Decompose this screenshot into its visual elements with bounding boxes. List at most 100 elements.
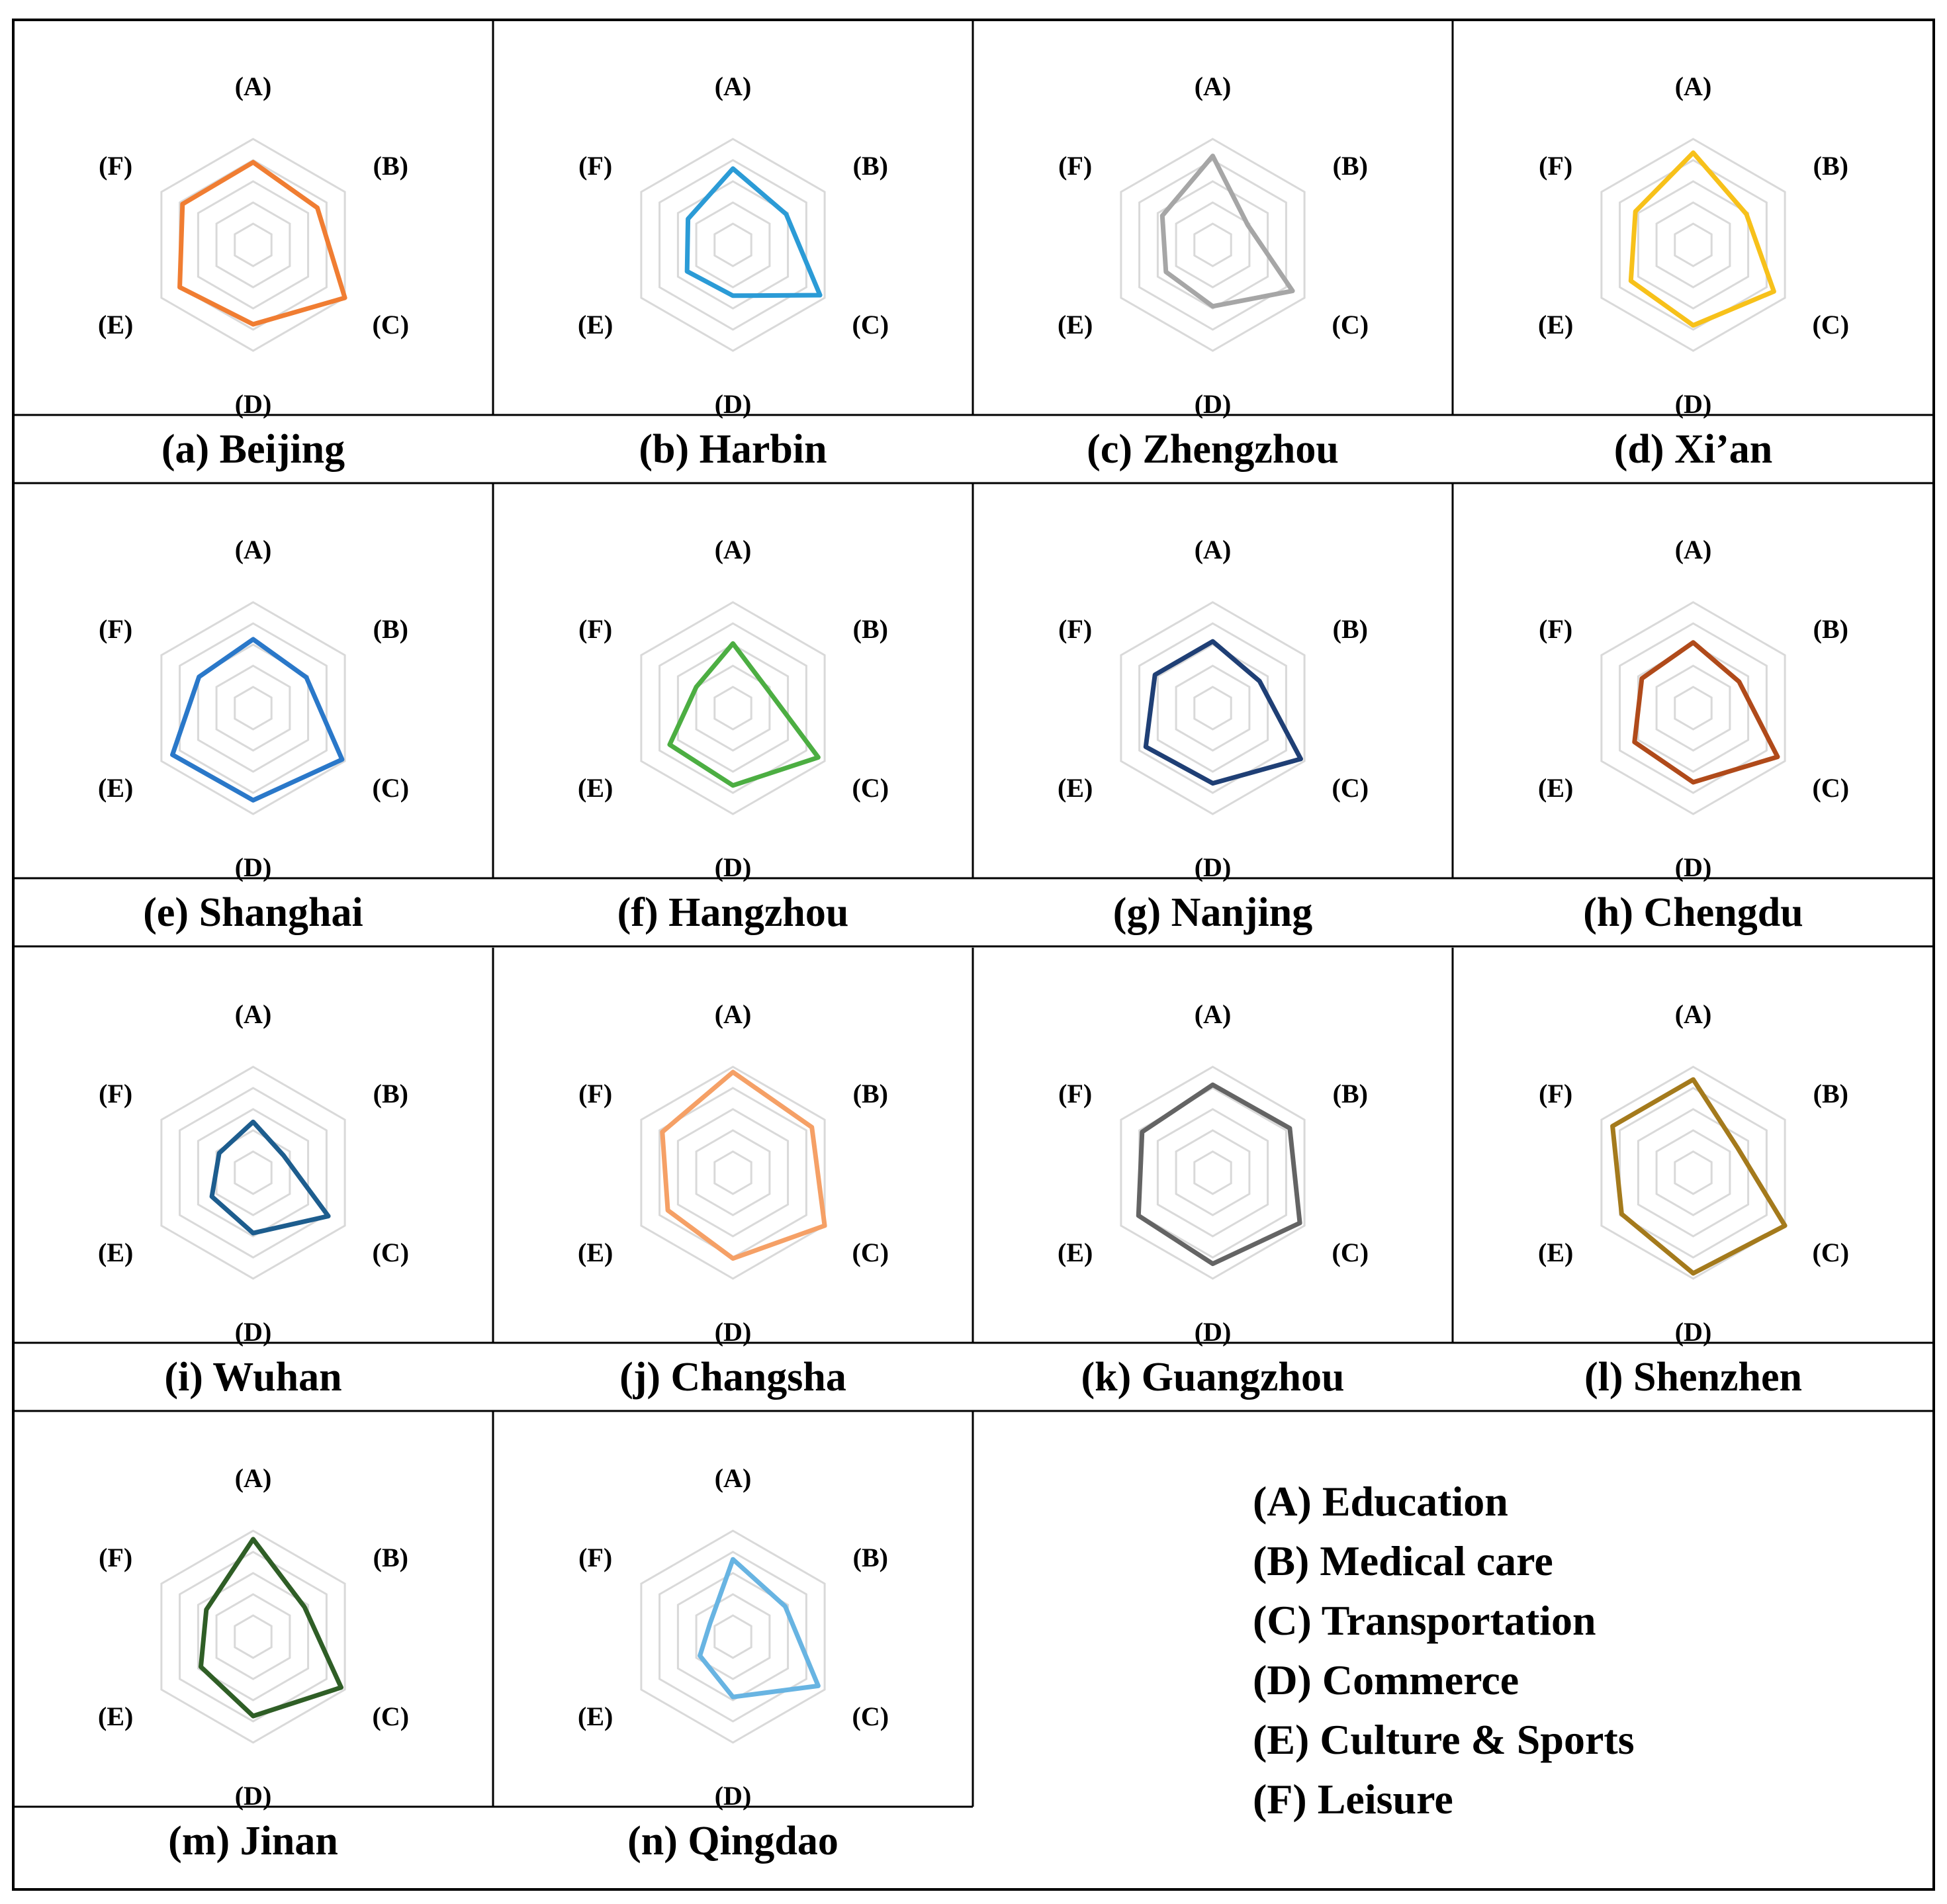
axis-label: (F) — [99, 1079, 132, 1109]
grid-ring — [179, 1087, 328, 1259]
radar-panel-changsha: (A) (B) (C) (D) (E) (F) (j) Changsha — [578, 999, 889, 1400]
axis-label: (A) — [1675, 999, 1712, 1029]
grid-ring — [234, 686, 273, 731]
axis-label: (C) — [373, 310, 410, 340]
radar-panel-jinan: (A) (B) (C) (D) (E) (F) (m) Jinan — [98, 1463, 409, 1864]
axis-label: (B) — [373, 614, 408, 644]
series-line-changsha — [660, 1069, 827, 1261]
axis-label: (A) — [235, 71, 272, 101]
panel-title: (e) Shanghai — [143, 890, 363, 935]
legend-item: (F) Leisure — [1253, 1776, 1453, 1823]
grid-ring — [1175, 664, 1251, 752]
axis-label: (A) — [1195, 71, 1232, 101]
series-line-zhengzhou — [1159, 154, 1295, 309]
axis-label: (B) — [853, 614, 888, 644]
axis-label: (E) — [578, 310, 613, 340]
axis-label: (A) — [715, 71, 752, 101]
axis-label: (A) — [235, 535, 272, 565]
panel-title: (a) Beijing — [161, 427, 345, 472]
panel-title: (l) Shenzhen — [1584, 1355, 1802, 1400]
axis-label: (E) — [98, 1701, 133, 1731]
grid-ring — [1156, 643, 1269, 773]
grid-ring — [160, 1529, 346, 1744]
axis-label: (C) — [852, 310, 889, 340]
axis-label: (A) — [1675, 535, 1712, 565]
axis-label: (F) — [1058, 614, 1092, 644]
grid-ring — [1193, 222, 1232, 267]
axis-label: (D) — [715, 1317, 752, 1347]
grid-ring — [1655, 664, 1731, 752]
grid-ring — [234, 1150, 273, 1195]
axis-label: (F) — [99, 1543, 132, 1572]
axis-label: (C) — [852, 1238, 889, 1267]
axis-label: (E) — [1538, 1238, 1573, 1267]
axis-label: (E) — [1538, 310, 1573, 340]
grid-ring — [1619, 622, 1768, 794]
panel-title: (j) Changsha — [619, 1355, 846, 1400]
panel-title: (b) Harbin — [639, 427, 827, 472]
grid-ring — [1600, 601, 1786, 815]
grid-ring — [215, 1593, 291, 1680]
grid-ring — [1156, 1108, 1269, 1238]
grid-ring — [1120, 601, 1306, 815]
radar-panel-chengdu: (A) (B) (C) (D) (E) (F) (h) Chengdu — [1538, 535, 1849, 935]
axis-label: (D) — [715, 389, 752, 419]
grid-ring — [1619, 1087, 1768, 1259]
grid-ring — [197, 1108, 310, 1238]
axis-label: (A) — [1195, 535, 1232, 565]
legend-item: (E) Culture & Sports — [1253, 1716, 1635, 1763]
grid-ring — [160, 601, 346, 815]
axis-label: (A) — [235, 1463, 272, 1493]
series-line-hangzhou — [667, 641, 821, 788]
panel-grid-frame — [12, 19, 1935, 1891]
axis-label: (F) — [1539, 614, 1572, 644]
grid-ring — [658, 1551, 807, 1723]
axis-label: (D) — [235, 852, 272, 882]
series-line-jinan — [199, 1537, 343, 1719]
radar-panels: (A) (B) (C) (D) (E) (F) (a) Beijing (A) (B) (C) (D… — [98, 71, 1849, 1864]
axis-label: (B) — [853, 1079, 888, 1109]
axis-label: (B) — [373, 151, 408, 181]
radar-panel-guangzhou: (A) (B) (C) (D) (E) (F) (k) Guangzhou — [1058, 999, 1369, 1400]
series-line-beijing — [177, 159, 347, 327]
grid-ring — [215, 1129, 291, 1216]
axis-label: (A) — [715, 1463, 752, 1493]
grid-ring — [658, 159, 807, 331]
axis-label: (D) — [715, 1781, 752, 1811]
grid-ring — [1193, 1150, 1232, 1195]
axis-label: (D) — [235, 1317, 272, 1347]
grid-ring — [1138, 159, 1287, 331]
axis-label: (C) — [373, 1238, 410, 1267]
panel-title: (h) Chengdu — [1583, 890, 1803, 935]
axis-label: (C) — [1813, 773, 1850, 803]
radar-panel-wuhan: (A) (B) (C) (D) (E) (F) (i) Wuhan — [98, 999, 409, 1400]
panel-title: (k) Guangzhou — [1081, 1355, 1345, 1400]
axis-label: (B) — [1333, 151, 1368, 181]
axis-label: (C) — [373, 1701, 410, 1731]
series-line-xian — [1628, 150, 1776, 328]
radar-panel-zhengzhou: (A) (B) (C) (D) (E) (F) (c) Zhengzhou — [1058, 71, 1369, 472]
radar-panel-xian: (A) (B) (C) (D) (E) (F) (d) Xi’an — [1538, 71, 1849, 472]
axis-label: (F) — [578, 151, 612, 181]
grid-ring — [640, 1065, 826, 1280]
grid-ring — [658, 622, 807, 794]
axis-label: (C) — [852, 773, 889, 803]
axis-label: (D) — [1675, 1317, 1712, 1347]
grid-ring — [1120, 138, 1306, 352]
panel-title: (c) Zhengzhou — [1087, 427, 1339, 472]
axis-label: (A) — [715, 999, 752, 1029]
series-line-shenzhen — [1610, 1077, 1788, 1276]
grid-ring — [713, 222, 752, 267]
axis-label: (C) — [1813, 310, 1850, 340]
series-line-harbin — [684, 166, 823, 298]
axis-label: (E) — [1058, 1238, 1093, 1267]
grid-ring — [1674, 222, 1713, 267]
grid-ring — [179, 1551, 328, 1723]
grid-ring — [713, 1150, 752, 1195]
panel-title: (i) Wuhan — [164, 1355, 341, 1400]
axis-label: (B) — [1333, 1079, 1368, 1109]
grid-ring — [197, 180, 310, 310]
grid-ring — [695, 1129, 771, 1216]
axis-label: (C) — [1332, 310, 1369, 340]
legend-item: (A) Education — [1253, 1478, 1508, 1525]
